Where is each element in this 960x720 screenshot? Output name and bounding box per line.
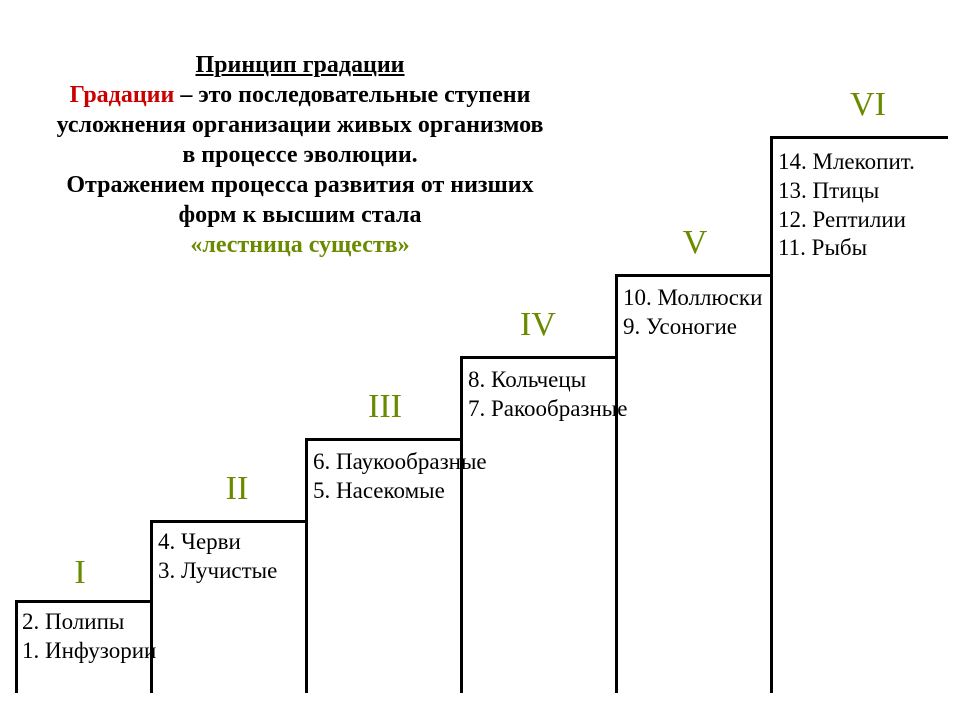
- step-items-2: 4. Черви 3. Лучистые: [158, 528, 277, 586]
- staircase: I 2. Полипы 1. Инфузории II 4. Черви 3. Луч…: [0, 0, 960, 720]
- step-roman-6: VI: [838, 86, 898, 124]
- step-items-6: 14. Млекопит. 13. Птицы 12. Рептилии 11.…: [778, 148, 915, 263]
- step-roman-3: III: [355, 388, 415, 426]
- step-items-4: 8. Кольчецы 7. Ракообразные: [468, 366, 627, 424]
- step-roman-4: IV: [508, 306, 568, 344]
- diagram-stage: Принцип градации Градации – это последов…: [0, 0, 960, 720]
- step-roman-5: V: [670, 224, 720, 262]
- step-roman-1: I: [60, 554, 100, 592]
- step-items-5: 10. Моллюски 9. Усоногие: [623, 284, 762, 342]
- step-roman-2: II: [212, 470, 262, 508]
- step-items-1: 2. Полипы 1. Инфузории: [22, 608, 156, 666]
